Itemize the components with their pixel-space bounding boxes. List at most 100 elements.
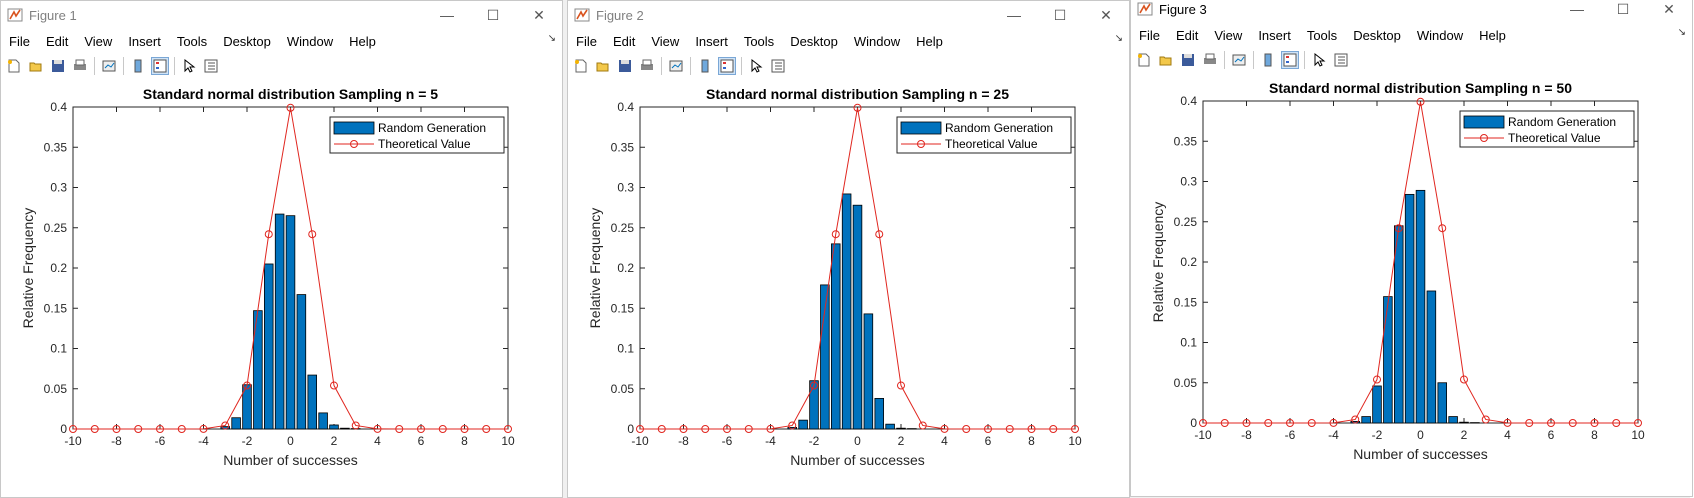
menu-insert[interactable]: Insert: [128, 33, 161, 49]
maximize-button[interactable]: ☐: [1053, 6, 1067, 23]
new-figure-icon[interactable]: [572, 57, 590, 75]
new-figure-icon[interactable]: [5, 57, 23, 75]
property-inspector-icon[interactable]: [1332, 51, 1350, 69]
histogram-bar: [1372, 385, 1382, 424]
menu-help[interactable]: Help: [349, 33, 376, 49]
open-file-icon[interactable]: [1157, 51, 1175, 69]
legend-icon[interactable]: [718, 57, 736, 75]
pointer-icon[interactable]: [1310, 51, 1328, 69]
theoretical-marker: [1634, 419, 1642, 427]
pointer-icon[interactable]: [747, 57, 765, 75]
dock-arrow-icon[interactable]: ↘: [1114, 33, 1123, 44]
colorbar-icon[interactable]: [696, 57, 714, 75]
save-icon[interactable]: [616, 57, 634, 75]
link-plot-icon[interactable]: [100, 57, 118, 75]
plot-canvas[interactable]: Standard normal distribution Sampling n …: [568, 79, 1130, 498]
menu-desktop[interactable]: Desktop: [223, 33, 271, 49]
pointer-icon[interactable]: [180, 57, 198, 75]
histogram-bar: [318, 412, 328, 430]
open-file-icon[interactable]: [27, 57, 45, 75]
open-file-icon[interactable]: [594, 57, 612, 75]
minimize-button[interactable]: —: [440, 7, 454, 23]
menu-help[interactable]: Help: [916, 33, 943, 49]
new-figure-icon[interactable]: [1135, 51, 1153, 69]
menu-tools[interactable]: Tools: [176, 33, 208, 49]
print-icon[interactable]: [638, 57, 656, 75]
legend-icon[interactable]: [151, 57, 169, 75]
y-tick-label: 0.35: [44, 140, 68, 154]
histogram-bar: [1361, 416, 1371, 424]
plot-canvas[interactable]: Standard normal distribution Sampling n …: [1, 79, 563, 498]
histogram-bar: [307, 374, 317, 430]
theoretical-marker: [1027, 425, 1036, 433]
theoretical-marker: [679, 425, 688, 433]
histogram-bar: [1404, 193, 1415, 424]
title-bar[interactable]: Figure 2 — ☐ ✕: [568, 1, 1129, 29]
y-tick-label: 0.1: [617, 342, 634, 356]
menu-tools[interactable]: Tools: [1306, 27, 1338, 43]
histogram-bar: [1470, 422, 1480, 424]
colorbar-icon[interactable]: [1259, 51, 1277, 69]
dock-arrow-icon[interactable]: ↘: [1677, 27, 1686, 38]
theoretical-marker: [1503, 418, 1512, 427]
menu-insert[interactable]: Insert: [695, 33, 728, 49]
menu-view[interactable]: View: [1214, 27, 1243, 43]
histogram-bar: [1383, 296, 1393, 424]
theoretical-line: [640, 107, 1075, 430]
x-tick-label: -4: [198, 434, 209, 448]
theoretical-marker: [831, 230, 840, 239]
menu-window[interactable]: Window: [853, 33, 901, 49]
dock-arrow-icon[interactable]: ↘: [547, 33, 556, 44]
menu-window[interactable]: Window: [286, 33, 334, 49]
legend-icon[interactable]: [1281, 51, 1299, 69]
theoretical-marker: [395, 425, 404, 433]
y-tick-label: 0.1: [50, 342, 67, 356]
menu-help[interactable]: Help: [1479, 27, 1506, 43]
minimize-button[interactable]: —: [1007, 7, 1021, 23]
histogram-bar: [907, 428, 917, 430]
menu-window[interactable]: Window: [1416, 27, 1464, 43]
menu-insert[interactable]: Insert: [1258, 27, 1291, 43]
menu-tools[interactable]: Tools: [743, 33, 775, 49]
menu-desktop[interactable]: Desktop: [1353, 27, 1401, 43]
legend-label: Random Generation: [1508, 115, 1616, 129]
theoretical-marker: [1547, 419, 1555, 427]
theoretical-marker: [701, 425, 710, 433]
histogram-bar: [809, 380, 819, 430]
link-plot-icon[interactable]: [667, 57, 685, 75]
print-icon[interactable]: [71, 57, 89, 75]
theoretical-marker: [264, 230, 273, 239]
menu-view[interactable]: View: [651, 33, 680, 49]
property-inspector-icon[interactable]: [202, 57, 220, 75]
menu-file[interactable]: File: [576, 33, 597, 49]
save-icon[interactable]: [49, 57, 67, 75]
theoretical-marker: [1373, 375, 1381, 384]
link-plot-icon[interactable]: [1230, 51, 1248, 69]
close-button[interactable]: ✕: [1663, 0, 1675, 17]
legend-label: Random Generation: [945, 121, 1053, 135]
property-inspector-icon[interactable]: [769, 57, 787, 75]
menu-file[interactable]: File: [9, 33, 30, 49]
menu-edit[interactable]: Edit: [612, 33, 636, 49]
menu-view[interactable]: View: [84, 33, 113, 49]
print-icon[interactable]: [1201, 51, 1219, 69]
x-tick-label: 0: [287, 434, 294, 448]
minimize-button[interactable]: —: [1570, 1, 1584, 17]
menu-bar: File Edit View Insert Tools Desktop Wind…: [1, 29, 562, 53]
theoretical-marker: [460, 425, 469, 433]
maximize-button[interactable]: ☐: [1616, 0, 1630, 17]
title-bar[interactable]: Figure 3 — ☐ ✕: [1131, 0, 1692, 23]
maximize-button[interactable]: ☐: [486, 6, 500, 23]
menu-desktop[interactable]: Desktop: [790, 33, 838, 49]
title-bar[interactable]: Figure 1 — ☐ ✕: [1, 1, 562, 29]
save-icon[interactable]: [1179, 51, 1197, 69]
close-button[interactable]: ✕: [1100, 6, 1112, 23]
menu-file[interactable]: File: [1139, 27, 1160, 43]
menu-edit[interactable]: Edit: [45, 33, 69, 49]
colorbar-icon[interactable]: [129, 57, 147, 75]
theoretical-marker: [1329, 418, 1338, 427]
menu-edit[interactable]: Edit: [1175, 27, 1199, 43]
plot-canvas[interactable]: Standard normal distribution Sampling n …: [1131, 73, 1693, 493]
toolbar-separator: [1304, 51, 1305, 69]
close-button[interactable]: ✕: [533, 6, 545, 23]
